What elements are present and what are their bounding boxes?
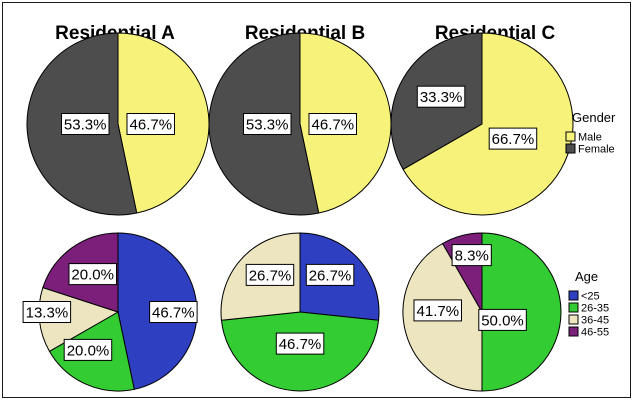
pie-4-label-25: 46.7% xyxy=(149,301,198,323)
pie-3-label-female: 33.3% xyxy=(416,85,466,108)
pie-1: 46.7% 53.3% xyxy=(26,32,210,216)
pie-3-label-male: 66.7% xyxy=(488,127,538,150)
legend-swatch xyxy=(568,314,579,325)
legend-label: <25 xyxy=(581,291,600,303)
data-label-box xyxy=(413,299,462,322)
pie-3: 66.7% 33.3% xyxy=(390,32,574,216)
legend-label: Male xyxy=(578,132,602,144)
legend-label: Female xyxy=(578,144,615,156)
data-label-text: 41.7% xyxy=(417,303,460,320)
pie-6-label-46-55: 8.3% xyxy=(451,244,492,267)
legend-item-26-35: 26-35 xyxy=(568,302,609,315)
data-label-box xyxy=(243,113,292,135)
data-label-box xyxy=(22,301,72,323)
legend-label: 46-55 xyxy=(581,327,609,339)
data-label-text: 50.0% xyxy=(481,312,524,329)
legend-item-25: <25 xyxy=(568,290,600,303)
legend-swatch xyxy=(568,290,579,301)
pie-4-label-36-45: 13.3% xyxy=(22,301,72,323)
pie-1-label-female: 53.3% xyxy=(61,113,110,135)
data-label-text: 46.7% xyxy=(312,117,355,134)
data-label-text: 13.3% xyxy=(26,305,69,322)
pie-2-label-female: 53.3% xyxy=(243,113,292,135)
pie-1-label-male: 46.7% xyxy=(126,113,175,135)
data-label-text: 20.0% xyxy=(67,342,110,359)
data-label-text: 33.3% xyxy=(420,89,463,106)
data-label-box xyxy=(488,127,538,150)
legend-swatch xyxy=(568,302,579,313)
data-label-text: 26.7% xyxy=(249,267,292,284)
data-label-box xyxy=(478,308,527,331)
data-label-box xyxy=(126,113,175,135)
pie-5-label-26-35: 46.7% xyxy=(275,332,325,355)
pie-2-label-male: 46.7% xyxy=(308,113,357,135)
data-label-text: 53.3% xyxy=(246,117,289,134)
pie-5-label-36-45: 26.7% xyxy=(245,263,295,286)
legend-label: 36-45 xyxy=(581,315,609,327)
data-label-box xyxy=(149,301,198,323)
legend-swatch xyxy=(568,326,579,337)
data-label-text: 46.7% xyxy=(152,305,195,322)
data-label-box xyxy=(68,263,117,286)
data-label-box xyxy=(275,332,325,355)
data-label-text: 20.0% xyxy=(71,267,114,284)
data-label-text: 46.7% xyxy=(130,117,173,134)
data-label-box xyxy=(308,113,357,135)
pie-5: 26.7% 46.7% 26.7% xyxy=(220,232,380,392)
pie-6-label-36-45: 41.7% xyxy=(413,299,462,322)
data-label-box xyxy=(416,85,466,108)
pie-4-label-26-35: 20.0% xyxy=(63,338,113,361)
pie-4: 46.7% 20.0% 13.3% 20.0% xyxy=(22,232,198,392)
data-label-text: 46.7% xyxy=(279,336,322,353)
data-label-box xyxy=(61,113,110,135)
data-label-text: 66.7% xyxy=(492,131,535,148)
legend-item-46-55: 46-55 xyxy=(568,326,609,339)
data-label-box xyxy=(63,338,113,361)
data-label-text: 26.7% xyxy=(309,267,352,284)
pie-5-label-25: 26.7% xyxy=(305,263,355,286)
data-label-box xyxy=(245,263,295,286)
legend-title: Age xyxy=(575,269,598,284)
pie-6-label-26-35: 50.0% xyxy=(478,308,527,331)
legend-swatch xyxy=(565,143,576,154)
data-label-text: 8.3% xyxy=(455,248,489,265)
pie-3-slice-male xyxy=(402,32,574,216)
pie-2: 46.7% 53.3% xyxy=(208,32,392,216)
pie-4-label-46-55: 20.0% xyxy=(68,263,117,286)
legend-swatch xyxy=(565,131,576,142)
data-label-box xyxy=(305,263,355,286)
legend-item-36-45: 36-45 xyxy=(568,314,609,327)
data-label-box xyxy=(451,244,492,267)
legend-item-male: Male xyxy=(565,131,602,144)
pie-6: 50.0% 41.7% 8.3% xyxy=(402,232,562,392)
legend-title: Gender xyxy=(572,110,616,125)
legend-label: 26-35 xyxy=(581,303,609,315)
legend-item-female: Female xyxy=(565,143,615,156)
data-label-text: 53.3% xyxy=(64,117,107,134)
